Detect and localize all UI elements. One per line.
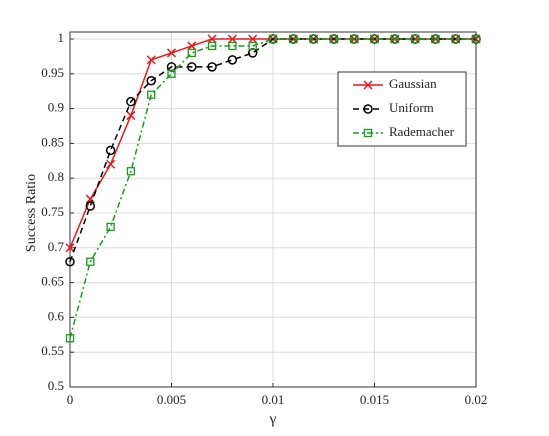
marker [268,34,278,44]
y-tick-label: 0.7 [48,239,65,254]
y-axis-label: Success Ratio [24,174,39,252]
x-tick-label: 0.02 [465,392,488,407]
marker [309,34,318,44]
marker [410,34,420,44]
marker [329,34,339,44]
marker [65,256,75,267]
marker [146,55,156,65]
marker [147,90,156,99]
marker [86,257,95,266]
marker [471,34,481,44]
marker [126,96,136,107]
marker [370,34,379,44]
y-tick-label: 0.9 [48,100,64,115]
y-tick-label: 0.85 [41,134,64,149]
y-tick-label: 0.6 [48,308,65,323]
marker [207,41,217,51]
marker [207,34,217,44]
legend-marker [363,128,373,138]
marker [451,34,460,44]
x-tick-label: 0 [67,392,74,407]
x-tick-label: 0.015 [360,392,389,407]
x-axis-label: γ [269,411,277,427]
y-tick-label: 0.65 [41,274,64,289]
marker [187,41,197,51]
series-line [69,38,476,262]
y-tick-label: 0.95 [41,65,64,80]
marker [166,48,177,58]
marker [167,69,176,78]
plot-frame [69,31,477,388]
marker [248,41,257,51]
legend-marker [363,80,373,90]
marker [85,201,96,211]
y-tick-label: 1 [58,30,65,45]
x-tick-label: 0.01 [262,392,285,407]
marker [146,76,156,86]
marker [289,34,298,44]
marker [187,48,196,58]
y-tick-label: 0.5 [48,378,64,393]
marker [228,41,237,51]
marker [227,55,238,65]
marker [431,34,440,44]
marker [248,34,258,44]
marker [390,34,399,44]
marker [126,111,136,121]
y-tick-label: 0.75 [41,204,64,219]
series-line [69,38,476,339]
legend-label: Uniform [389,100,434,115]
marker [106,159,116,169]
x-tick-label: 0.005 [157,392,186,407]
marker [126,167,136,176]
marker [65,334,75,343]
marker [187,62,197,72]
legend-label: Gaussian [389,76,437,91]
legend-label: Rademacher [389,124,455,139]
marker [350,34,359,44]
marker [65,243,75,253]
legend-marker [363,104,373,114]
marker [207,62,217,72]
marker [105,145,116,156]
marker [106,222,115,232]
y-tick-label: 0.55 [41,343,64,358]
y-tick-label: 0.8 [48,169,64,184]
marker [227,34,237,44]
marker [85,194,95,204]
